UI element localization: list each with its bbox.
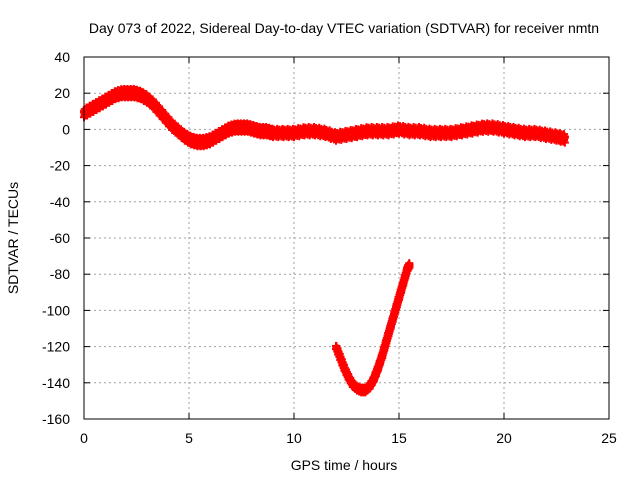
y-axis: 40 20 0 -20 -40 -60 -80 -100 -120 -140 -160: [42, 49, 609, 427]
x-tick-label: 10: [286, 430, 302, 446]
y-tick-label: -60: [50, 230, 70, 246]
y-tick-label: -120: [42, 339, 70, 355]
y-tick-label: -20: [50, 158, 70, 174]
grid: [84, 57, 609, 419]
data-point: [560, 132, 569, 141]
y-tick-label: 20: [54, 85, 70, 101]
chart-title: Day 073 of 2022, Sidereal Day-to-day VTE…: [89, 20, 599, 36]
y-tick-label: -140: [42, 375, 70, 391]
x-axis: 0 5 10 15 20 25: [80, 57, 617, 446]
data-points: [80, 85, 569, 397]
data-point: [405, 260, 414, 269]
y-tick-label: 40: [54, 49, 70, 65]
y-tick-label: -80: [50, 266, 70, 282]
x-axis-label: GPS time / hours: [291, 457, 398, 473]
x-tick-label: 15: [391, 430, 407, 446]
y-axis-label: SDTVAR / TECUs: [5, 182, 21, 294]
x-tick-label: 20: [496, 430, 512, 446]
y-tick-label: -40: [50, 194, 70, 210]
x-tick-label: 25: [601, 430, 617, 446]
x-tick-label: 5: [185, 430, 193, 446]
series-dip-trace: [332, 259, 414, 397]
y-tick-label: -100: [42, 302, 70, 318]
y-tick-label: 0: [62, 121, 70, 137]
y-tick-label: -160: [42, 411, 70, 427]
x-tick-label: 0: [80, 430, 88, 446]
series-main-trace: [80, 85, 569, 151]
